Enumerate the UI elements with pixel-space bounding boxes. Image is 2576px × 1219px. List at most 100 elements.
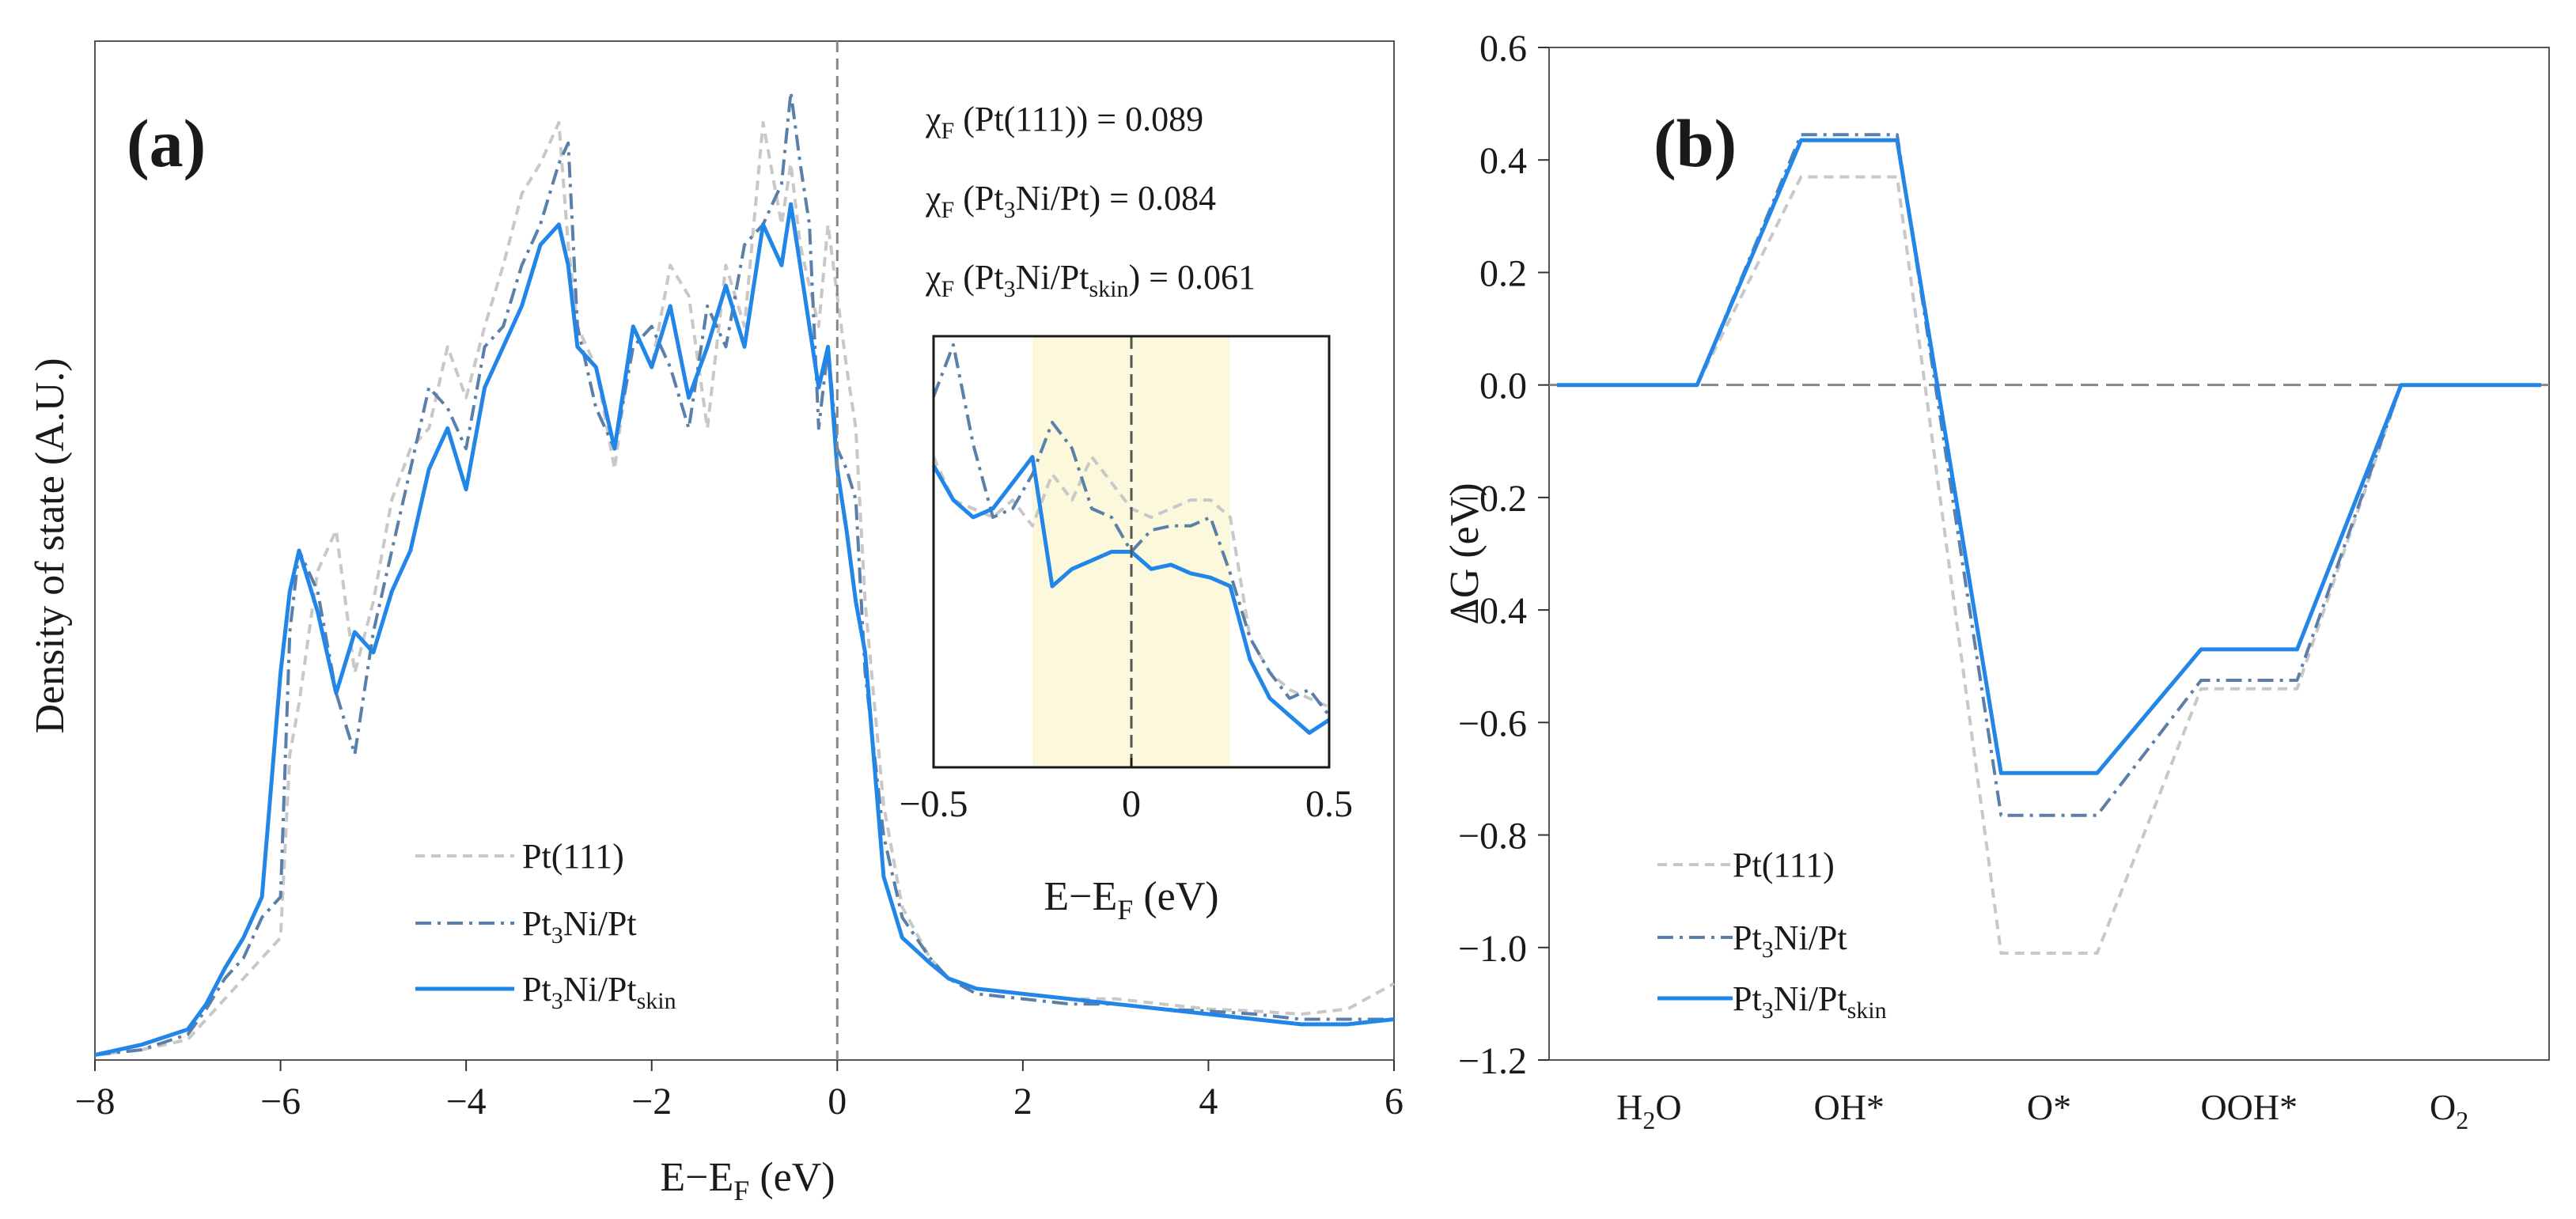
inset-x-label-sub: F bbox=[1117, 894, 1133, 926]
panel-b: 0.60.40.20.0−0.2−0.4−0.6−0.8−1.0−1.2 H2O… bbox=[1442, 28, 2550, 1134]
panel-b-legend: Pt(111) Pt3Ni/Pt Pt3Ni/Ptskin bbox=[1657, 846, 1887, 1024]
legend-label-sub: 3 bbox=[1762, 998, 1774, 1024]
panel-b-plot-frame bbox=[1548, 47, 2550, 1061]
legend-label-sub: 3 bbox=[1762, 937, 1774, 963]
panel-a: −8 −6 −4 −2 0 2 4 6 (a) Density of state (A.U.)… bbox=[28, 40, 1404, 1206]
panel-a-x-axis-label: E−EF (eV) bbox=[660, 1155, 835, 1206]
legend-label-rest: Ni/Pt bbox=[563, 904, 637, 943]
legend-label-pt111: Pt(111) bbox=[1733, 846, 1835, 884]
legend-label-main: Pt(111) bbox=[522, 837, 624, 876]
panel-b-series-group bbox=[1557, 133, 2541, 955]
energy-profile-pt3ni-ptskin bbox=[1557, 138, 2541, 775]
x-tick-label: 2 bbox=[1013, 1081, 1032, 1122]
legend-label-sub: skin bbox=[637, 988, 676, 1014]
chi-annotation-pt3ni-pt: χF (Pt3Ni/Pt) = 0.084 bbox=[925, 179, 1216, 223]
panel-a-x-label-main: E−E bbox=[660, 1155, 733, 1200]
y-tick-label: −0.2 bbox=[1458, 478, 1527, 520]
chi-subscript: F bbox=[941, 276, 955, 302]
chi-annotation-pt111: χF (Pt(111)) = 0.089 bbox=[925, 100, 1203, 144]
dos-series-pt-111- bbox=[94, 121, 1395, 1057]
panel-b-label: (b) bbox=[1654, 105, 1737, 181]
x-tick-label: 0 bbox=[828, 1081, 847, 1122]
category-label: OOH* bbox=[2200, 1087, 2298, 1127]
panel-b-categories: H2O OH* O* OOH* O2 bbox=[1616, 1087, 2468, 1134]
category-label-main: O bbox=[2430, 1087, 2456, 1127]
legend-label-sub: 3 bbox=[551, 922, 563, 948]
chi-annotation-text: (Pt bbox=[954, 258, 1003, 297]
legend-label-main: Pt bbox=[1733, 918, 1762, 957]
category-label-rest: O bbox=[1655, 1087, 1681, 1127]
chi-annotation-subscript: skin bbox=[1089, 276, 1129, 302]
category-label-sub: 2 bbox=[2456, 1106, 2468, 1134]
category-label-main: OOH* bbox=[2200, 1087, 2298, 1127]
category-label-sub: 2 bbox=[1642, 1106, 1655, 1134]
chi-annotation-text: Ni/Pt bbox=[1016, 258, 1089, 297]
chi-symbol: χ bbox=[925, 100, 941, 138]
panel-b-y-ticks: 0.6 0.4 0.2 0.0 −0.2 −0.4 −0.6 −0.8 −1.0 −1.2 bbox=[1458, 28, 1549, 1082]
panel-a-x-label-unit: (eV) bbox=[749, 1155, 835, 1200]
chi-subscript: F bbox=[941, 118, 955, 144]
legend-label-pt3ni-pt: Pt3Ni/Pt bbox=[1733, 918, 1847, 963]
inset-x-tick-label: 0 bbox=[1122, 783, 1141, 825]
y-tick-label: −0.8 bbox=[1458, 816, 1527, 857]
legend-label-rest: Ni/Pt bbox=[1774, 979, 1847, 1018]
category-label: OH* bbox=[1813, 1087, 1884, 1127]
category-label: O2 bbox=[2430, 1087, 2468, 1134]
panel-a-x-label-sub: F bbox=[733, 1175, 749, 1206]
chi-annotation-subscript: 3 bbox=[1004, 197, 1016, 223]
inset-x-ticks: −0.5 0 0.5 bbox=[899, 758, 1353, 825]
category-label: O* bbox=[2027, 1087, 2071, 1127]
chi-symbol: χ bbox=[925, 258, 941, 297]
legend-label-pt3ni-ptskin: Pt3Ni/Ptskin bbox=[1733, 979, 1887, 1024]
category-label-main: OH* bbox=[1813, 1087, 1884, 1127]
category-label-main: O* bbox=[2027, 1087, 2071, 1127]
legend-label-pt3ni-pt: Pt3Ni/Pt bbox=[522, 904, 637, 948]
x-tick-label: −8 bbox=[74, 1081, 115, 1122]
x-tick-label: 6 bbox=[1385, 1081, 1404, 1122]
inset-x-tick-label: −0.5 bbox=[899, 783, 968, 825]
dos-series-pt3ni-ptskin bbox=[94, 202, 1395, 1058]
chi-subscript: F bbox=[941, 197, 955, 223]
y-tick-label: −1.0 bbox=[1458, 928, 1527, 970]
panel-b-y-axis-label: ΔG (eV) bbox=[1442, 483, 1487, 624]
y-tick-label: 0.2 bbox=[1479, 252, 1527, 294]
inset-x-tick-label: 0.5 bbox=[1305, 783, 1353, 825]
inset-x-label-unit: (eV) bbox=[1133, 874, 1218, 919]
legend-label-pt111: Pt(111) bbox=[522, 837, 624, 876]
panel-a-label: (a) bbox=[127, 105, 206, 181]
chi-annotation-text: (Pt bbox=[954, 179, 1003, 218]
y-tick-label: −0.6 bbox=[1458, 702, 1527, 744]
category-label-main: H bbox=[1616, 1087, 1642, 1127]
y-tick-label: −1.2 bbox=[1458, 1040, 1527, 1082]
panel-a-x-ticks: −8 −6 −4 −2 0 2 4 6 bbox=[74, 1060, 1404, 1122]
chi-annotation-text: Ni/Pt) = bbox=[1016, 179, 1138, 218]
x-tick-label: 4 bbox=[1199, 1081, 1218, 1122]
chi-annotation-text: (Pt(111)) = bbox=[954, 100, 1125, 138]
chi-annotation-value: 0.084 bbox=[1138, 179, 1216, 218]
y-tick-label: 0.6 bbox=[1479, 28, 1527, 70]
legend-label-pt3ni-ptskin: Pt3Ni/Ptskin bbox=[522, 970, 676, 1014]
chi-annotation-value: 0.089 bbox=[1125, 100, 1203, 138]
legend-label-main: Pt bbox=[522, 970, 551, 1009]
chi-annotation-value: 0.061 bbox=[1177, 258, 1256, 297]
y-tick-label: −0.4 bbox=[1458, 590, 1527, 632]
y-tick-label: 0.0 bbox=[1479, 365, 1527, 407]
legend-label-rest: Ni/Pt bbox=[563, 970, 637, 1009]
x-tick-label: −2 bbox=[631, 1081, 672, 1122]
chi-annotation-pt3ni-ptskin: χF (Pt3Ni/Ptskin) = 0.061 bbox=[925, 258, 1256, 302]
category-label: H2O bbox=[1616, 1087, 1681, 1134]
chi-annotation-text: ) = bbox=[1129, 258, 1177, 297]
legend-label-main: Pt bbox=[522, 904, 551, 943]
legend-label-sub: 3 bbox=[551, 988, 563, 1014]
inset-x-axis-label: E−EF (eV) bbox=[1044, 874, 1218, 926]
y-tick-label: 0.4 bbox=[1479, 140, 1527, 182]
inset-x-label-main: E−E bbox=[1044, 874, 1117, 919]
panel-a-inset: −0.5 0 0.5 E−EF (eV) bbox=[899, 335, 1353, 926]
legend-label-rest: Ni/Pt bbox=[1774, 918, 1847, 957]
legend-label-main: Pt bbox=[1733, 979, 1762, 1018]
legend-label-main: Pt(111) bbox=[1733, 846, 1835, 884]
x-tick-label: −6 bbox=[260, 1081, 301, 1122]
x-tick-label: −4 bbox=[446, 1081, 487, 1122]
panel-a-series-group bbox=[94, 90, 1395, 1058]
